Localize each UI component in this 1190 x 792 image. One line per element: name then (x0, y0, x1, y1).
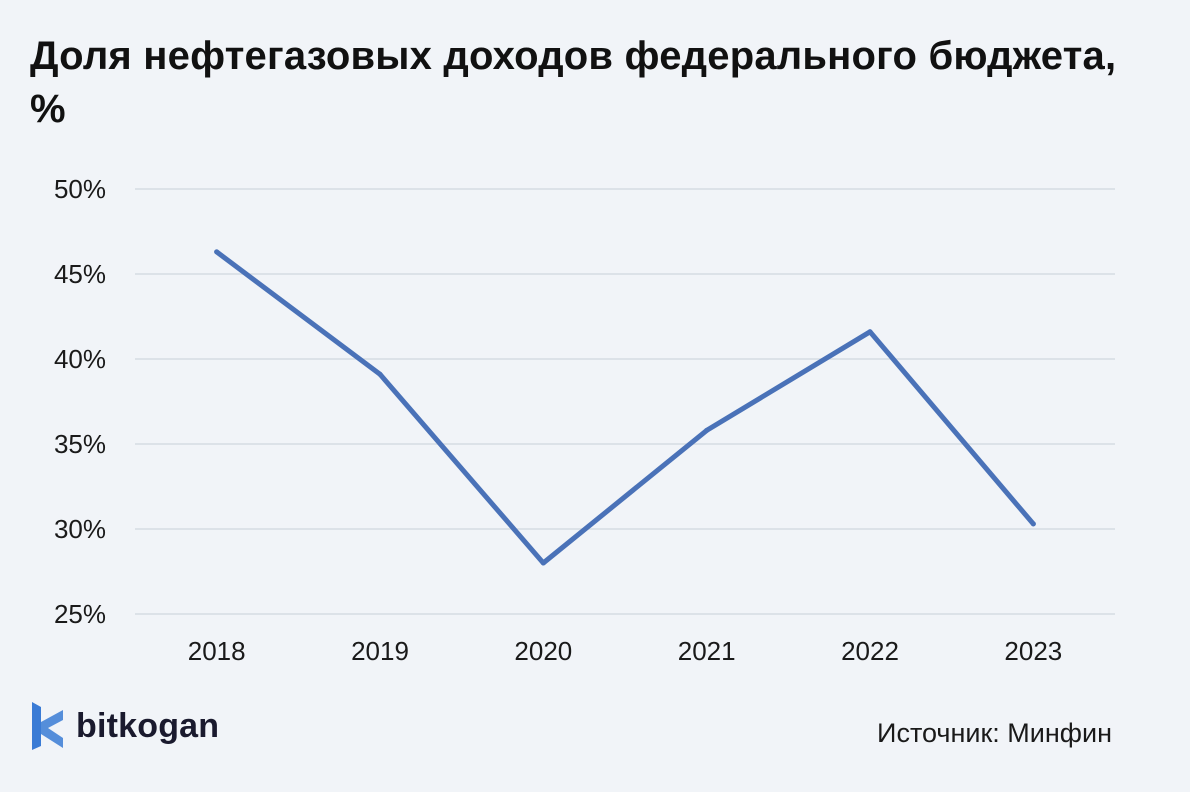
x-tick-label: 2018 (188, 636, 246, 666)
x-tick-label: 2023 (1004, 636, 1062, 666)
x-tick-label: 2021 (678, 636, 736, 666)
grid-lines (135, 188, 1115, 615)
data-point (214, 249, 220, 255)
brand: bitkogan (28, 700, 219, 752)
data-point (867, 329, 873, 335)
x-tick-label: 2020 (514, 636, 572, 666)
x-tick-label: 2019 (351, 636, 409, 666)
bitkogan-logo-icon (32, 702, 63, 750)
data-point (540, 560, 546, 566)
y-tick-label: 45% (54, 259, 106, 289)
chart-title: Доля нефтегазовых доходов федерального б… (30, 34, 1117, 131)
data-point (377, 371, 383, 377)
x-axis-ticks: 2018 2019 2020 2021 2022 2023 (188, 636, 1063, 666)
brand-name: bitkogan (76, 706, 220, 745)
y-tick-label: 35% (54, 429, 106, 459)
y-tick-label: 40% (54, 344, 106, 374)
y-tick-label: 30% (54, 514, 106, 544)
source-note: Источник: Минфин (877, 718, 1112, 748)
y-axis-ticks: 25% 30% 35% 40% 45% 50% (54, 174, 106, 629)
y-tick-label: 50% (54, 174, 106, 204)
x-tick-label: 2022 (841, 636, 899, 666)
data-point (1030, 521, 1036, 527)
y-tick-label: 25% (54, 599, 106, 629)
series-line (214, 249, 1036, 566)
series-group (214, 249, 1036, 566)
data-point (704, 427, 710, 433)
